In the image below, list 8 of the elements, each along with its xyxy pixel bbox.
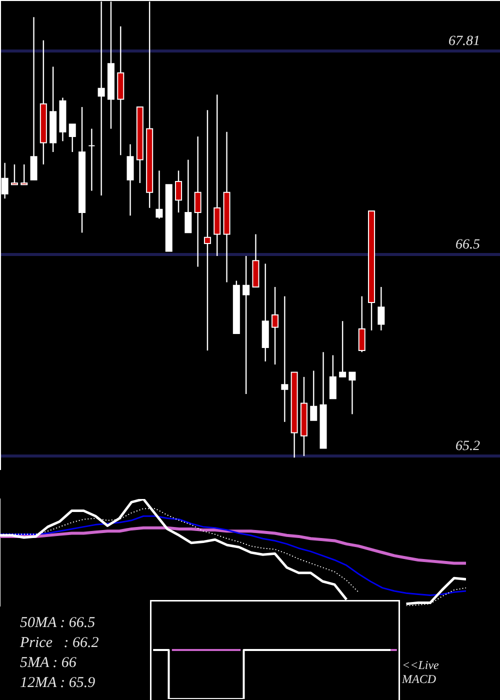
text: <<Live MACD bbox=[402, 658, 440, 686]
text: 12MA : 65.9 bbox=[20, 674, 96, 693]
y-tick-label: 67.81 bbox=[448, 34, 480, 50]
y-tick-label: 66.5 bbox=[456, 237, 480, 252]
y-tick-label: 65.2 bbox=[456, 439, 480, 454]
text: Price : 66.2 bbox=[20, 634, 99, 653]
text: 5MA : 66 bbox=[20, 654, 76, 673]
text: 50MA : 66.5 bbox=[20, 614, 96, 633]
